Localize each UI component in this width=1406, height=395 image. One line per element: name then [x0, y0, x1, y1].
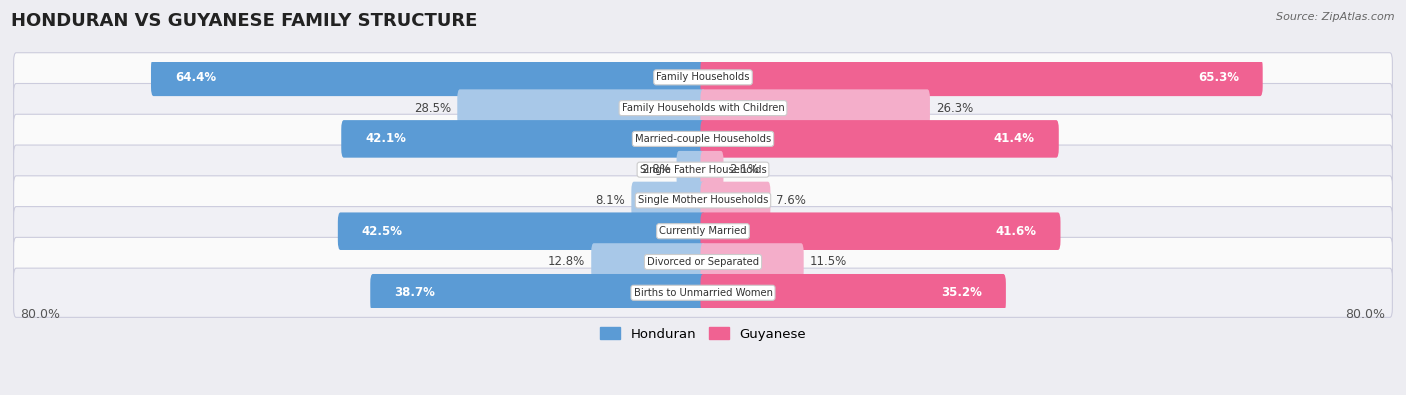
FancyBboxPatch shape [14, 53, 1392, 102]
FancyBboxPatch shape [14, 268, 1392, 318]
Text: Source: ZipAtlas.com: Source: ZipAtlas.com [1277, 12, 1395, 22]
FancyBboxPatch shape [700, 243, 804, 281]
FancyBboxPatch shape [14, 176, 1392, 225]
Text: 2.8%: 2.8% [641, 163, 671, 176]
Text: Births to Unmarried Women: Births to Unmarried Women [634, 288, 772, 298]
FancyBboxPatch shape [700, 89, 929, 127]
Text: 2.1%: 2.1% [730, 163, 759, 176]
Text: 64.4%: 64.4% [174, 71, 217, 84]
Text: 41.6%: 41.6% [995, 225, 1036, 238]
Text: 7.6%: 7.6% [776, 194, 806, 207]
FancyBboxPatch shape [700, 151, 724, 188]
Legend: Honduran, Guyanese: Honduran, Guyanese [595, 322, 811, 346]
Text: Single Father Households: Single Father Households [640, 165, 766, 175]
Text: Married-couple Households: Married-couple Households [636, 134, 770, 144]
Text: Family Households with Children: Family Households with Children [621, 103, 785, 113]
Text: Single Mother Households: Single Mother Households [638, 196, 768, 205]
FancyBboxPatch shape [700, 58, 1263, 96]
FancyBboxPatch shape [14, 114, 1392, 164]
Text: 41.4%: 41.4% [994, 132, 1035, 145]
FancyBboxPatch shape [700, 120, 1059, 158]
Text: Currently Married: Currently Married [659, 226, 747, 236]
FancyBboxPatch shape [631, 182, 706, 219]
Text: 35.2%: 35.2% [941, 286, 981, 299]
Text: 80.0%: 80.0% [1346, 308, 1385, 321]
FancyBboxPatch shape [676, 151, 706, 188]
FancyBboxPatch shape [337, 213, 706, 250]
Text: 12.8%: 12.8% [548, 256, 585, 269]
Text: Divorced or Separated: Divorced or Separated [647, 257, 759, 267]
FancyBboxPatch shape [14, 237, 1392, 287]
FancyBboxPatch shape [592, 243, 706, 281]
Text: 8.1%: 8.1% [596, 194, 626, 207]
Text: 80.0%: 80.0% [21, 308, 60, 321]
Text: 28.5%: 28.5% [415, 102, 451, 115]
Text: 26.3%: 26.3% [936, 102, 973, 115]
Text: 65.3%: 65.3% [1198, 71, 1239, 84]
FancyBboxPatch shape [14, 207, 1392, 256]
Text: 38.7%: 38.7% [394, 286, 434, 299]
FancyBboxPatch shape [700, 213, 1060, 250]
FancyBboxPatch shape [150, 58, 706, 96]
Text: 42.1%: 42.1% [366, 132, 406, 145]
FancyBboxPatch shape [14, 83, 1392, 133]
FancyBboxPatch shape [700, 274, 1005, 312]
Text: 42.5%: 42.5% [361, 225, 402, 238]
FancyBboxPatch shape [342, 120, 706, 158]
FancyBboxPatch shape [457, 89, 706, 127]
Text: 11.5%: 11.5% [810, 256, 846, 269]
FancyBboxPatch shape [370, 274, 706, 312]
FancyBboxPatch shape [14, 145, 1392, 194]
FancyBboxPatch shape [700, 182, 770, 219]
Text: HONDURAN VS GUYANESE FAMILY STRUCTURE: HONDURAN VS GUYANESE FAMILY STRUCTURE [11, 12, 478, 30]
Text: Family Households: Family Households [657, 72, 749, 82]
